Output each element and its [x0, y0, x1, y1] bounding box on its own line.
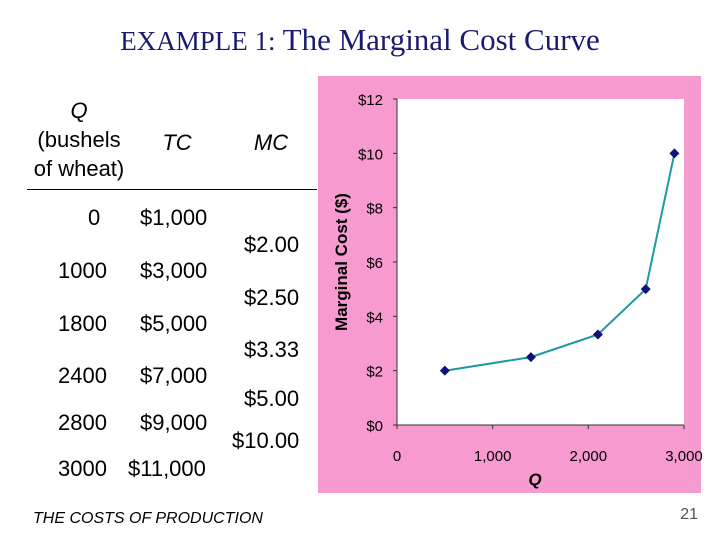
data-point [439, 365, 450, 376]
header-q: Q (bushels of wheat) [20, 96, 138, 183]
y-axis: $0 $2 $4 $6 $8 $10 $12 [358, 92, 398, 435]
x-tick-label: 3,000 [665, 448, 703, 465]
y-tick-label: $2 [366, 364, 383, 381]
mc-value: $2.50 [244, 285, 300, 310]
row-q: 2400 [58, 363, 107, 388]
slide-title: EXAMPLE 1: The Marginal Cost Curve [0, 22, 720, 58]
y-axis-label: Marginal Cost ($) [332, 193, 351, 331]
title-main: The Marginal Cost Curve [282, 22, 600, 57]
row-q: 3000 [58, 456, 107, 481]
row-q: 2800 [58, 410, 107, 435]
header-mc: MC [253, 130, 289, 155]
title-lead: EXAMPLE 1: [120, 26, 276, 56]
x-tick-label: 1,000 [474, 448, 512, 465]
header-tc: TC [162, 130, 192, 155]
row-q: 1800 [58, 311, 107, 336]
y-tick-label: $4 [366, 309, 383, 326]
header-rule [27, 189, 317, 190]
row-tc: $5,000 [140, 311, 208, 336]
mc-value: $5.00 [244, 386, 300, 411]
header-q-label: Q [70, 98, 88, 123]
y-tick-label: $8 [366, 201, 383, 218]
mc-value: $10.00 [232, 428, 300, 453]
plot-area [397, 99, 684, 425]
footer-text: THE COSTS OF PRODUCTION [33, 510, 263, 527]
header-q-sub2: of wheat) [33, 156, 125, 181]
row-q: 1000 [58, 258, 107, 283]
row-tc: $11,000 [128, 456, 206, 481]
header-q-sub1: (bushels [37, 127, 121, 152]
mc-value: $2.00 [244, 232, 300, 257]
y-tick-label: $0 [366, 418, 383, 435]
data-point [669, 148, 680, 159]
x-tick-label: 2,000 [570, 448, 608, 465]
mc-series-markers [439, 148, 680, 376]
row-tc: $9,000 [140, 410, 208, 435]
x-axis: 0 1,000 2,000 3,000 [393, 424, 703, 465]
row-tc: $7,000 [140, 363, 208, 388]
row-q: 0 [88, 205, 101, 230]
x-tick-label: 0 [393, 448, 401, 465]
y-tick-label: $10 [358, 146, 383, 163]
data-point [640, 284, 651, 295]
x-axis-label: Q [528, 470, 541, 489]
data-point [592, 329, 603, 340]
row-tc: $3,000 [140, 258, 208, 283]
y-tick-label: $6 [366, 255, 383, 272]
page-number: 21 [680, 506, 698, 523]
mc-value: $3.33 [244, 337, 300, 362]
row-tc: $1,000 [140, 205, 208, 230]
y-tick-label: $12 [358, 92, 383, 109]
data-point [525, 352, 536, 363]
